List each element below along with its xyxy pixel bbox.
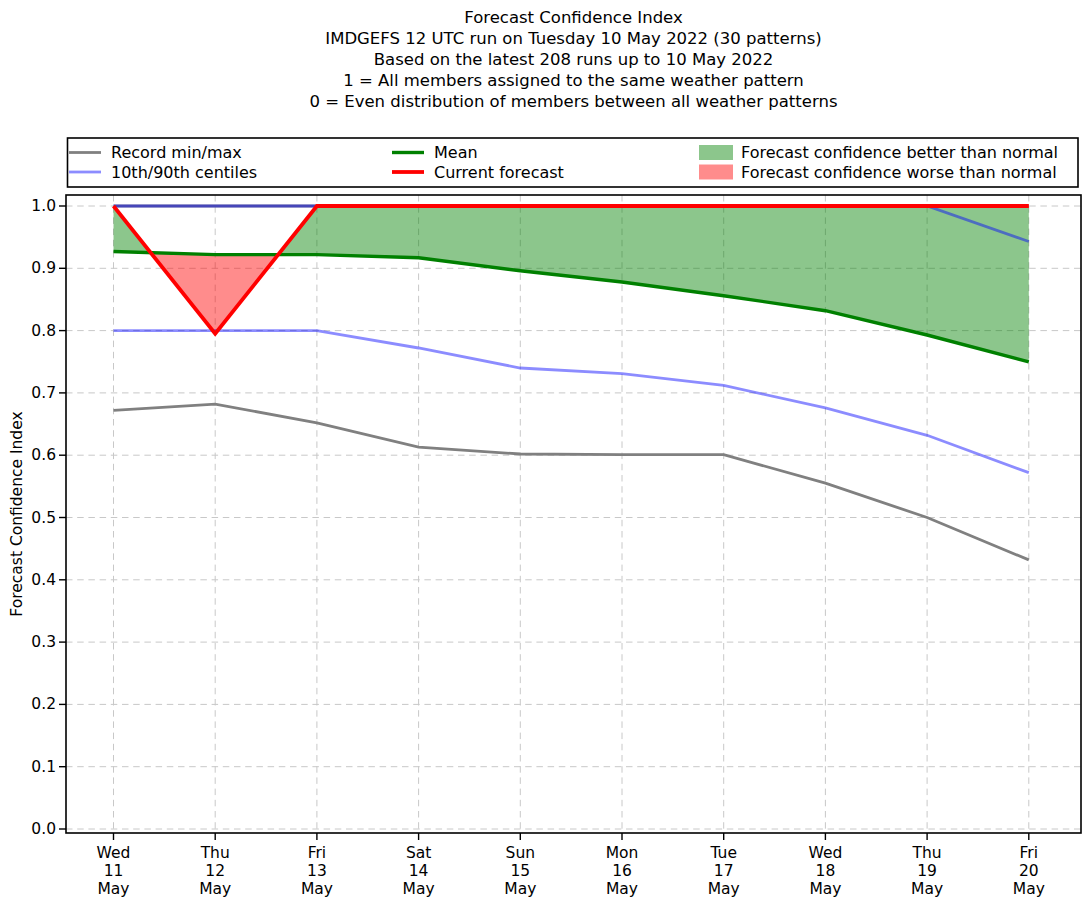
forecast-confidence-chart: Forecast Confidence Index IMDGEFS 12 UTC …: [0, 0, 1092, 924]
x-tick-label: Mon: [606, 844, 639, 862]
legend-label: Forecast confidence worse than normal: [741, 163, 1057, 182]
x-tick-label: 13: [307, 862, 327, 880]
x-tick-label: Sat: [406, 844, 431, 862]
x-tick-label: 12: [205, 862, 225, 880]
figure: Forecast Confidence Index IMDGEFS 12 UTC …: [0, 0, 1092, 924]
x-tick-label: 14: [409, 862, 429, 880]
x-tick-label: 19: [917, 862, 937, 880]
chart-title-line-5: 0 = Even distribution of members between…: [309, 92, 837, 111]
x-tick-label: 17: [714, 862, 734, 880]
x-tick-label: 18: [816, 862, 836, 880]
legend-label: Record min/max: [111, 143, 242, 162]
x-tick-label: May: [199, 880, 231, 898]
x-tick-label: May: [809, 880, 841, 898]
x-tick-label: 20: [1019, 862, 1039, 880]
x-tick-label: May: [504, 880, 536, 898]
chart-title-line-4: 1 = All members assigned to the same wea…: [343, 71, 804, 90]
y-tick-label: 0.4: [31, 571, 56, 589]
legend-item-5: Forecast confidence worse than normal: [699, 163, 1057, 182]
x-tick-label: 16: [612, 862, 632, 880]
legend-label: Current forecast: [434, 163, 564, 182]
chart-title-line-1: Forecast Confidence Index: [464, 8, 683, 27]
x-tick-label: May: [1013, 880, 1045, 898]
y-tick-label: 0.1: [31, 758, 56, 776]
y-tick-label: 0.8: [31, 322, 56, 340]
x-tick-label: Wed: [809, 844, 843, 862]
y-tick-label: 0.6: [31, 446, 56, 464]
x-tick-label: May: [708, 880, 740, 898]
x-tick-label: Sun: [506, 844, 536, 862]
legend-label: Forecast confidence better than normal: [741, 143, 1058, 162]
legend-swatch-patch: [699, 145, 733, 160]
y-tick-label: 0.2: [31, 695, 56, 713]
y-tick-label: 1.0: [31, 197, 56, 215]
legend-label: Mean: [434, 143, 478, 162]
legend: Record min/max10th/90th centiles MeanCurr…: [68, 138, 1079, 187]
x-tick-label: May: [606, 880, 638, 898]
chart-title-line-2: IMDGEFS 12 UTC run on Tuesday 10 May 202…: [325, 29, 821, 48]
x-tick-label: May: [301, 880, 333, 898]
x-tick-label: Fri: [308, 844, 326, 862]
y-tick-label: 0.7: [31, 384, 56, 402]
x-tick-label: Wed: [97, 844, 131, 862]
x-tick-label: Thu: [200, 844, 230, 862]
x-tick-label: 15: [510, 862, 530, 880]
y-tick-label: 0.3: [31, 633, 56, 651]
x-tick-label: Fri: [1020, 844, 1038, 862]
x-tick-label: May: [97, 880, 129, 898]
legend-swatch-patch: [699, 165, 733, 180]
y-tick-label: 0.9: [31, 259, 56, 277]
legend-item-4: Forecast confidence better than normal: [699, 143, 1058, 162]
x-tick-label: Tue: [709, 844, 736, 862]
legend-label: 10th/90th centiles: [111, 163, 257, 182]
y-axis-label: Forecast Confidence Index: [8, 411, 26, 616]
x-tick-label: 11: [104, 862, 124, 880]
x-tick-label: May: [403, 880, 435, 898]
y-tick-label: 0.5: [31, 509, 56, 527]
x-tick-label: May: [911, 880, 943, 898]
chart-title-line-3: Based on the latest 208 runs up to 10 Ma…: [374, 50, 774, 69]
y-tick-label: 0.0: [31, 820, 56, 838]
x-tick-label: Thu: [912, 844, 942, 862]
